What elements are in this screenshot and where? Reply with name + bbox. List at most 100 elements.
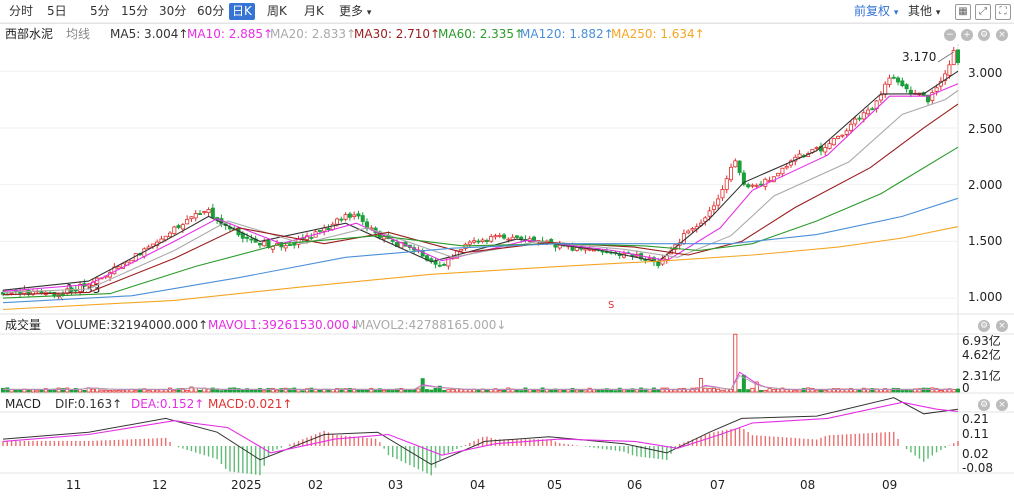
ma250-line	[2, 226, 959, 311]
volume-bar	[711, 387, 716, 393]
fullscreen-icon[interactable]: ⛶	[995, 4, 1011, 20]
candle-body	[763, 178, 768, 187]
minus-icon[interactable]: −	[944, 29, 956, 41]
volume-bar	[557, 389, 562, 393]
candle-body	[904, 84, 909, 90]
candle-body	[827, 143, 832, 149]
x-label: 11	[66, 478, 82, 492]
volume-bar	[112, 390, 117, 393]
volume-bar	[703, 387, 708, 393]
other-dropdown[interactable]: 其他 ▾	[905, 3, 943, 20]
volume-bar	[801, 387, 806, 393]
x-label: 2025	[231, 478, 262, 492]
volume-bar	[549, 389, 554, 393]
volume-bar	[746, 389, 751, 393]
price-tick: 2.500	[968, 122, 1003, 136]
tab-weekly-k[interactable]: 周K	[267, 4, 287, 18]
volume-bar	[502, 389, 507, 393]
volume-bar	[562, 389, 567, 393]
candle-body	[326, 227, 331, 230]
volume-bar	[442, 390, 447, 393]
tab-15min[interactable]: 15分	[121, 4, 149, 18]
tab-30min[interactable]: 30分	[159, 4, 187, 18]
volume-bar	[848, 388, 853, 393]
volume-bar	[18, 389, 23, 393]
tab-monthly-k[interactable]: 月K	[304, 4, 324, 18]
volume-bar	[373, 390, 378, 393]
volume-bar	[836, 388, 841, 393]
candle-body	[262, 241, 267, 247]
ma20-value: MA20: 2.833↑	[270, 27, 357, 41]
adjust-dropdown[interactable]: 前复权 ▾	[851, 3, 901, 20]
volume-bar	[99, 389, 104, 393]
volume-tick: 6.93亿	[962, 334, 1001, 348]
grid-icon[interactable]: ▦	[955, 4, 971, 20]
plus-icon[interactable]: +	[961, 29, 973, 41]
volume-bar	[579, 389, 584, 393]
candle-body	[857, 117, 862, 120]
volume-bar	[240, 390, 245, 393]
x-label: 07	[710, 478, 726, 492]
volume-bar	[720, 389, 725, 393]
candle-body	[506, 238, 511, 241]
volume-bar	[287, 388, 292, 393]
candle-body	[870, 108, 875, 111]
close-icon[interactable]: ×	[996, 399, 1008, 411]
candle-body	[116, 266, 121, 269]
candle-body	[0, 292, 6, 295]
candle-body	[729, 166, 734, 181]
volume-bar	[305, 388, 310, 393]
close-icon[interactable]: ×	[996, 29, 1008, 41]
ma10-line	[2, 83, 959, 292]
volume-bar	[716, 388, 721, 393]
volume-bar	[125, 389, 130, 393]
tab-timeshare[interactable]: 分时	[9, 4, 34, 18]
macd-tick: -0.08	[962, 461, 994, 475]
volume-bar	[797, 389, 802, 393]
macd-tick: 0.11	[962, 427, 989, 441]
volume-bar	[621, 389, 626, 393]
volume-bar	[900, 390, 905, 393]
candle-body	[844, 130, 849, 135]
volume-bar	[82, 390, 87, 393]
candle-body	[467, 241, 472, 245]
ma60-line	[2, 146, 959, 299]
volume-bar	[784, 389, 789, 393]
price-tick: 3.000	[968, 66, 1003, 80]
tab-more[interactable]: 更多 ▾	[336, 3, 374, 20]
candle-body	[476, 240, 481, 243]
candle-body	[943, 73, 948, 81]
volume-bar	[664, 387, 669, 393]
tab-daily-k[interactable]: 日K	[229, 3, 255, 20]
volume-bar	[377, 388, 382, 393]
candle-body	[150, 243, 155, 247]
x-label: 05	[547, 478, 563, 492]
volume-bar	[275, 389, 280, 393]
volume-bar	[283, 387, 288, 393]
candle-body	[759, 183, 764, 186]
tab-5day[interactable]: 5日	[47, 4, 67, 18]
tab-60min[interactable]: 60分	[197, 4, 225, 18]
candle-body	[737, 160, 742, 173]
volume-bar	[754, 381, 759, 393]
volume-bar	[257, 387, 262, 393]
volume-bar	[262, 390, 267, 393]
settings-icon[interactable]: ⚙	[978, 320, 990, 332]
volume-bar	[0, 387, 6, 393]
settings-icon[interactable]: ⚙	[978, 399, 990, 411]
mavol1-value: MAVOL1:39261530.000↓	[208, 318, 360, 332]
volume-bar	[197, 389, 202, 393]
expand-icon[interactable]: ⤢	[975, 4, 991, 20]
close-icon[interactable]: ×	[996, 320, 1008, 332]
candle-body	[891, 76, 896, 79]
tab-5min[interactable]: 5分	[90, 4, 110, 18]
volume-value: VOLUME:32194000.000↑	[56, 318, 209, 332]
candle-body	[245, 236, 250, 239]
volume-bar	[938, 390, 943, 393]
volume-bar	[514, 389, 519, 393]
volume-bar	[30, 389, 35, 393]
volume-bar	[591, 389, 596, 393]
settings-icon[interactable]: ⚙	[978, 29, 990, 41]
candle-body	[746, 184, 751, 188]
